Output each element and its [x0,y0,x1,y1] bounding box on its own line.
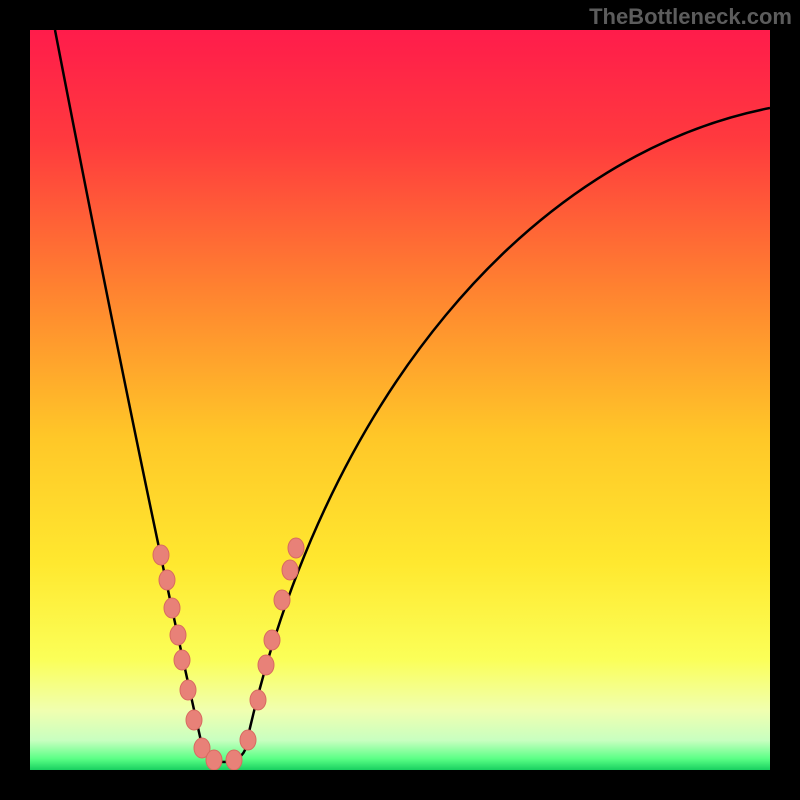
data-marker [174,650,190,670]
data-marker [288,538,304,558]
data-marker [186,710,202,730]
data-marker [164,598,180,618]
data-marker [206,750,222,770]
data-marker [264,630,280,650]
data-marker [180,680,196,700]
data-marker [226,750,242,770]
data-marker [282,560,298,580]
data-marker [274,590,290,610]
watermark-text: TheBottleneck.com [589,4,792,30]
data-marker [159,570,175,590]
data-marker [250,690,266,710]
data-marker [170,625,186,645]
bottleneck-curve-chart [0,0,800,800]
data-marker [153,545,169,565]
gradient-background [30,30,770,770]
chart-frame: TheBottleneck.com [0,0,800,800]
data-marker [258,655,274,675]
data-marker [240,730,256,750]
